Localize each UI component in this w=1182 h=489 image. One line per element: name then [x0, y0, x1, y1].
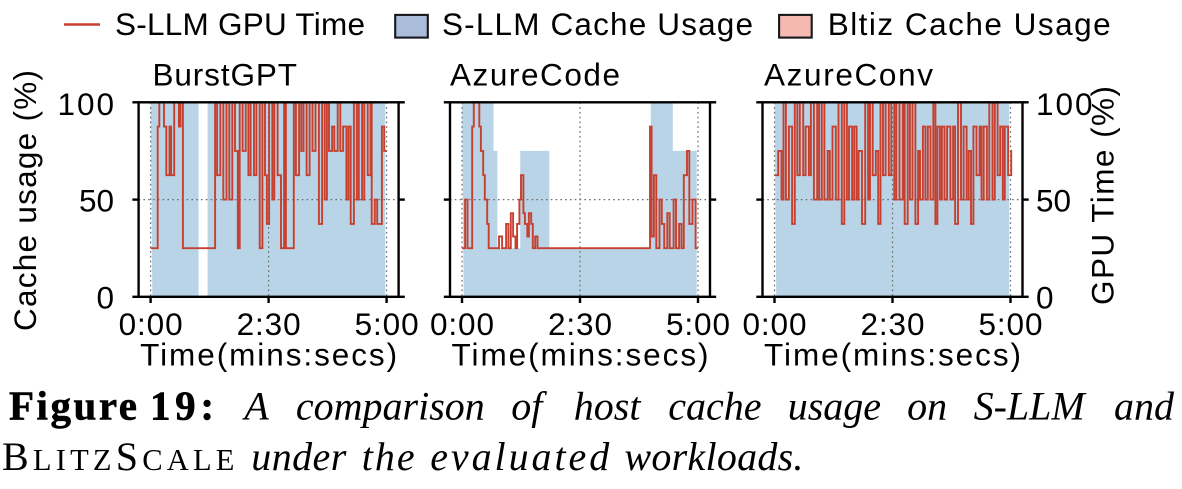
svg-text:the: the — [362, 434, 415, 479]
svg-text:workloads.: workloads. — [624, 434, 803, 479]
svg-text:S-LLM Cache Usage: S-LLM Cache Usage — [442, 6, 753, 42]
svg-text:19:: 19: — [150, 383, 214, 429]
svg-text:0:00: 0:00 — [119, 306, 183, 342]
svg-text:2:30: 2:30 — [548, 306, 612, 342]
svg-text:5:00: 5:00 — [666, 306, 730, 342]
svg-text:0:00: 0:00 — [743, 306, 807, 342]
svg-text:0: 0 — [96, 280, 114, 316]
svg-text:50: 50 — [1036, 182, 1071, 218]
svg-text:5:00: 5:00 — [355, 306, 419, 342]
svg-text:A: A — [241, 384, 269, 429]
svg-text:GPU Time (%): GPU Time (%) — [1085, 86, 1121, 305]
svg-text:Cache usage (%): Cache usage (%) — [7, 70, 43, 331]
svg-text:2:30: 2:30 — [861, 306, 925, 342]
svg-text:5:00: 5:00 — [979, 306, 1043, 342]
svg-text:S-LLM GPU Time: S-LLM GPU Time — [115, 6, 365, 42]
svg-text:Time(mins:secs): Time(mins:secs) — [452, 337, 709, 373]
svg-text:and: and — [1114, 384, 1175, 429]
svg-text:usage: usage — [788, 384, 881, 429]
svg-text:Figure: Figure — [9, 383, 137, 429]
svg-text:host: host — [574, 384, 642, 429]
svg-text:under: under — [251, 434, 346, 479]
svg-text:2:30: 2:30 — [237, 306, 301, 342]
svg-text:of: of — [511, 384, 547, 429]
svg-text:comparison: comparison — [296, 384, 485, 429]
svg-text:0: 0 — [1036, 280, 1054, 316]
svg-text:50: 50 — [79, 182, 114, 218]
svg-text:evaluated: evaluated — [430, 434, 610, 479]
svg-text:100: 100 — [58, 86, 115, 122]
svg-text:cache: cache — [668, 384, 761, 429]
svg-text:on: on — [907, 384, 947, 429]
svg-text:Bltiz Cache Usage: Bltiz Cache Usage — [828, 6, 1111, 42]
svg-text:Time(mins:secs): Time(mins:secs) — [764, 337, 1021, 373]
svg-text:AzureCode: AzureCode — [450, 57, 620, 93]
svg-text:0:00: 0:00 — [430, 306, 494, 342]
svg-text:S-LLM: S-LLM — [974, 384, 1088, 429]
svg-text:Time(mins:secs): Time(mins:secs) — [140, 337, 397, 373]
svg-text:AzureConv: AzureConv — [764, 57, 933, 93]
svg-text:BurstGPT: BurstGPT — [153, 57, 298, 93]
svg-text:100: 100 — [1036, 86, 1093, 122]
